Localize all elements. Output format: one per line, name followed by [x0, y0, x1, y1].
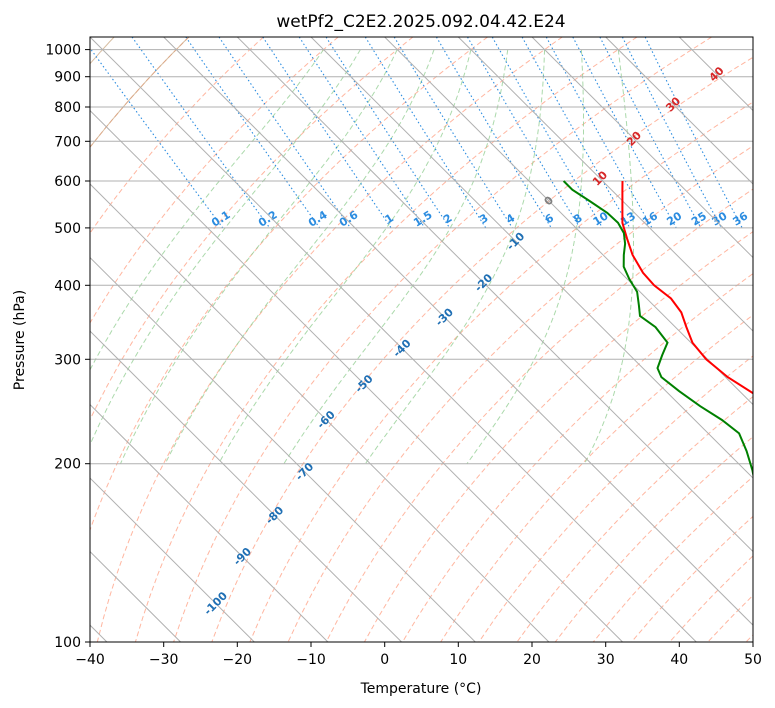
x-tick-label: 50	[744, 652, 762, 668]
mixing-ratio-line	[185, 37, 321, 229]
x-axis: −40 −30 −20 −10 0 10 20 30 40 50	[75, 642, 762, 668]
plot-frame	[89, 36, 754, 643]
x-tick-label: −20	[223, 652, 253, 668]
dry-adiabat	[325, 188, 753, 642]
y-axis: 100 200 300 400 500 600 700 800 900 1000	[45, 43, 90, 651]
dewpoint-profile	[562, 180, 753, 479]
x-tick-label: 20	[523, 652, 541, 668]
temperature-profile	[621, 180, 753, 395]
y-axis-label: Pressure (hPa)	[12, 290, 28, 390]
mixing-ratio-line	[644, 37, 743, 229]
x-tick-label: −10	[296, 652, 326, 668]
y-tick-label: 800	[54, 100, 81, 116]
dry-adiabat	[96, 37, 563, 642]
isotherm	[90, 330, 402, 642]
mixing-ratio-line	[298, 37, 426, 229]
dry-adiabat	[90, 37, 264, 234]
dry-adiabat	[402, 273, 753, 642]
dry-adiabat	[90, 37, 488, 532]
x-tick-label: 0	[380, 652, 389, 668]
isotherm	[163, 37, 753, 626]
mixing-ratio-line	[218, 37, 351, 229]
mixing-ratio-line	[364, 37, 487, 229]
x-tick-label: −40	[75, 652, 105, 668]
dry-adiabat	[134, 37, 638, 642]
y-tick-label: 700	[54, 134, 81, 150]
isotherm	[384, 37, 753, 406]
reference-adiabat	[90, 37, 190, 149]
isotherm	[90, 256, 476, 642]
isotherm	[605, 37, 753, 185]
y-tick-label: 1000	[45, 43, 81, 59]
moist-adiabat	[120, 49, 398, 464]
y-tick-label: 100	[54, 635, 81, 651]
dry-adiabat	[173, 37, 712, 642]
isotherm	[90, 183, 550, 642]
mixing-ratio-line	[521, 37, 631, 229]
chart-title: wetPf2_C2E2.2025.092.04.42.E24	[276, 12, 565, 32]
isotherm	[236, 37, 753, 553]
y-tick-label: 500	[54, 221, 81, 237]
moist-adiabat	[90, 49, 324, 371]
plot-area: 0.1 0.2 0.4 0.6 1 1.5 2 3 4 6 8 10 13 16 20 25 30 36-100-…	[90, 37, 753, 642]
mixing-ratio-line	[90, 47, 224, 229]
mixing-ratio-line	[545, 37, 653, 229]
isotherm	[90, 477, 255, 642]
x-tick-label: 40	[670, 652, 688, 668]
isotherm	[531, 37, 753, 259]
y-tick-label: 900	[54, 70, 81, 86]
dry-adiabat	[516, 395, 753, 642]
mixing-ratio-line	[262, 37, 392, 229]
y-tick-label: 400	[54, 278, 81, 294]
isotherm	[90, 109, 623, 642]
x-axis-label: Temperature (°C)	[360, 681, 482, 697]
mixing-ratio-line	[393, 37, 513, 229]
x-tick-label: −30	[149, 652, 179, 668]
dry-adiabat	[90, 37, 339, 324]
y-tick-label: 600	[54, 174, 81, 190]
isotherm	[457, 37, 753, 332]
isotherm	[90, 403, 329, 642]
x-tick-label: 10	[449, 652, 467, 668]
isotherm	[90, 37, 697, 642]
mixing-ratio-line	[325, 37, 451, 229]
isotherm	[310, 37, 753, 479]
moist-adiabat	[218, 49, 472, 464]
x-tick-label: 30	[597, 652, 615, 668]
y-tick-label: 200	[54, 457, 81, 473]
mixing-ratio-line	[131, 37, 271, 229]
y-tick-label: 300	[54, 352, 81, 368]
dry-adiabat	[211, 56, 753, 642]
dry-adiabat	[440, 314, 753, 642]
mixing-ratio-line	[572, 37, 677, 229]
